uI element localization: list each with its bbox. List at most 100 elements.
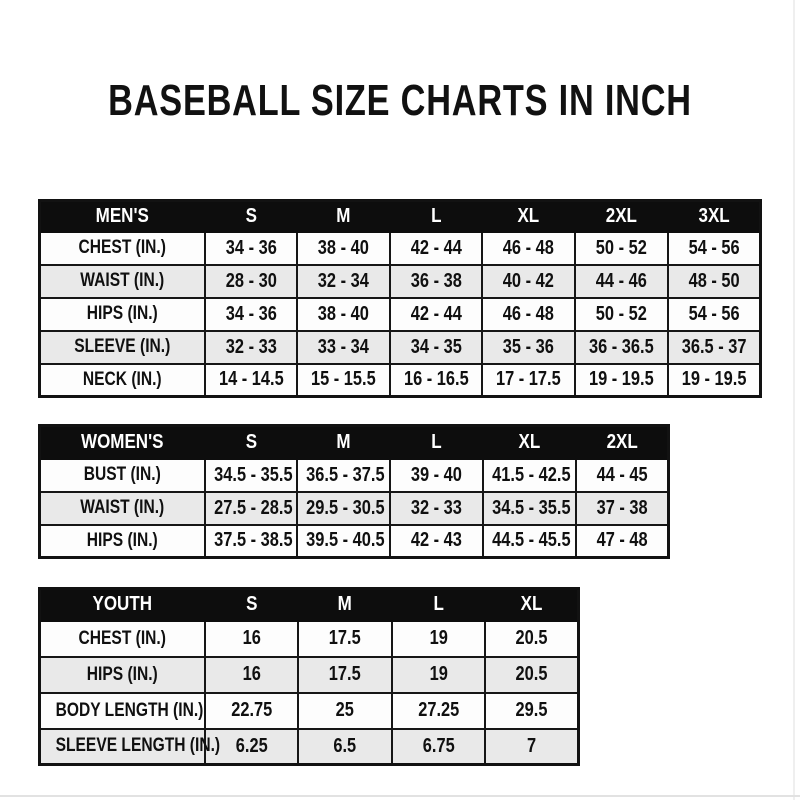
mens-size-table: MEN'S S M L XL 2XL 3XL CHEST (IN.) 34 - 36 38 - 4… <box>38 199 762 398</box>
value-cell: 42 - 44 <box>388 296 484 332</box>
size-header-cell: S <box>203 587 299 622</box>
row-label-cell-text: SLEEVE LENGTH (IN.) <box>55 735 221 757</box>
value-cell-text: 22.75 <box>230 699 272 721</box>
table-name-cell: YOUTH <box>38 587 206 622</box>
size-header-cell-text: 3XL <box>698 204 730 227</box>
table-row: NECK (IN.) 14 - 14.5 15 - 15.5 16 - 16.5 17 … <box>38 362 762 398</box>
row-label-cell-text: HIPS (IN.) <box>86 663 158 685</box>
right-edge-shadow <box>793 0 795 800</box>
value-cell-text: 16 <box>242 663 261 685</box>
value-cell-text: 46 - 48 <box>503 236 555 259</box>
table-row: CHEST (IN.) 16 17.5 19 20.5 <box>38 619 580 658</box>
table-row: BUST (IN.) 34.5 - 35.5 36.5 - 37.5 39 - 40 4… <box>38 457 670 493</box>
table-row: HIPS (IN.) 34 - 36 38 - 40 42 - 44 46 - 48 50… <box>38 296 762 332</box>
value-cell-text: 44.5 - 45.5 <box>492 529 571 552</box>
value-cell: 36.5 - 37 <box>666 329 762 365</box>
value-cell: 14 - 14.5 <box>203 362 299 398</box>
size-header-cell-text: L <box>433 593 444 616</box>
value-cell: 16 <box>203 655 299 694</box>
size-header-row: WOMEN'S S M L XL 2XL <box>38 424 670 460</box>
value-cell: 19 - 19.5 <box>666 362 762 398</box>
value-cell: 38 - 40 <box>296 230 391 266</box>
size-header-cell: S <box>203 199 299 233</box>
row-label-cell-text: CHEST (IN.) <box>78 627 166 649</box>
size-header-cell-text: XL <box>520 593 543 616</box>
size-header-cell-text: 2XL <box>605 204 638 227</box>
value-cell-text: 44 - 45 <box>596 463 648 486</box>
value-cell-text: 42 - 44 <box>410 236 462 259</box>
value-cell-text: 17.5 <box>328 627 361 649</box>
size-header-row: MEN'S S M L XL 2XL 3XL <box>38 199 762 233</box>
value-cell-text: 50 - 52 <box>595 302 647 325</box>
value-cell: 36 - 36.5 <box>574 329 669 365</box>
table-name-cell-text: YOUTH <box>92 593 153 616</box>
value-cell: 17.5 <box>297 619 393 658</box>
table-name-cell-text: MEN'S <box>95 204 149 227</box>
value-cell-text: 32 - 34 <box>317 269 370 292</box>
value-cell-text: 42 - 43 <box>410 529 463 552</box>
value-cell: 46 - 48 <box>481 296 577 332</box>
size-header-cell-text: L <box>431 430 442 453</box>
value-cell-text: 54 - 56 <box>688 236 740 259</box>
row-label-cell: HIPS (IN.) <box>38 523 206 559</box>
size-header-cell-text: M <box>337 593 352 616</box>
value-cell-text: 38 - 40 <box>317 302 370 325</box>
value-cell: 6.75 <box>390 727 486 766</box>
size-header-cell: 3XL <box>666 199 762 233</box>
value-cell-text: 20.5 <box>515 663 548 685</box>
value-cell: 32 - 33 <box>203 329 299 365</box>
value-cell-text: 16 <box>242 627 261 649</box>
table-row: WAIST (IN.) 27.5 - 28.5 29.5 - 30.5 32 - 33… <box>38 490 670 526</box>
value-cell-text: 6.75 <box>422 734 455 757</box>
row-label-cell: SLEEVE LENGTH (IN.) <box>38 727 221 766</box>
value-cell: 41.5 - 42.5 <box>481 457 577 493</box>
value-cell-text: 19 - 19.5 <box>681 368 747 391</box>
row-label-cell-text: WAIST (IN.) <box>80 497 165 518</box>
table-row: BODY LENGTH (IN.) 22.75 25 27.25 29.5 <box>38 691 580 730</box>
value-cell: 22.75 <box>203 691 299 730</box>
value-cell: 34 - 36 <box>203 230 299 266</box>
row-label-cell-text: BODY LENGTH (IN.) <box>55 699 204 721</box>
size-header-cell: XL <box>481 424 577 460</box>
value-cell-text: 36 - 36.5 <box>589 335 654 358</box>
table-row: SLEEVE (IN.) 32 - 33 33 - 34 34 - 35 35 - 36… <box>38 329 762 365</box>
value-cell: 16 - 16.5 <box>388 362 484 398</box>
value-cell: 42 - 44 <box>388 230 484 266</box>
row-label-cell-text: NECK (IN.) <box>82 368 162 390</box>
value-cell-text: 25 <box>335 699 354 721</box>
size-header-row: YOUTH S M L XL <box>38 587 580 622</box>
value-cell: 19 <box>390 655 486 694</box>
row-label-cell: SLEEVE (IN.) <box>38 329 206 365</box>
row-label-cell: BUST (IN.) <box>38 457 206 493</box>
table-row: HIPS (IN.) 16 17.5 19 20.5 <box>38 655 580 694</box>
value-cell: 20.5 <box>484 655 580 694</box>
value-cell-text: 29.5 - 30.5 <box>306 496 385 519</box>
value-cell: 36 - 38 <box>388 263 484 299</box>
value-cell: 15 - 15.5 <box>296 362 391 398</box>
value-cell-text: 27.25 <box>417 699 459 721</box>
value-cell: 39.5 - 40.5 <box>296 523 392 559</box>
value-cell-text: 47 - 48 <box>596 529 648 552</box>
value-cell-text: 38 - 40 <box>317 236 370 259</box>
value-cell-text: 37.5 - 38.5 <box>213 529 293 552</box>
value-cell-text: 19 <box>429 663 448 685</box>
value-cell: 33 - 34 <box>296 329 391 365</box>
size-header-cell: S <box>203 424 299 460</box>
bottom-edge-shadow <box>0 795 800 797</box>
value-cell-text: 14 - 14.5 <box>218 368 284 391</box>
value-cell-text: 34 - 36 <box>225 236 277 259</box>
value-cell: 32 - 33 <box>389 490 484 526</box>
size-header-cell: L <box>389 424 484 460</box>
value-cell: 27.25 <box>390 691 486 730</box>
value-cell-text: 6.25 <box>235 734 268 757</box>
size-header-cell: 2XL <box>574 199 669 233</box>
value-cell: 29.5 <box>484 691 580 730</box>
value-cell-text: 17 - 17.5 <box>496 368 562 391</box>
value-cell-text: 35 - 36 <box>503 335 555 358</box>
value-cell-text: 44 - 46 <box>595 269 647 292</box>
row-label-cell: BODY LENGTH (IN.) <box>38 691 206 730</box>
value-cell: 42 - 43 <box>389 523 484 559</box>
value-cell: 17.5 <box>297 655 393 694</box>
value-cell-text: 48 - 50 <box>688 269 740 292</box>
size-header-cell: 2XL <box>574 424 670 460</box>
